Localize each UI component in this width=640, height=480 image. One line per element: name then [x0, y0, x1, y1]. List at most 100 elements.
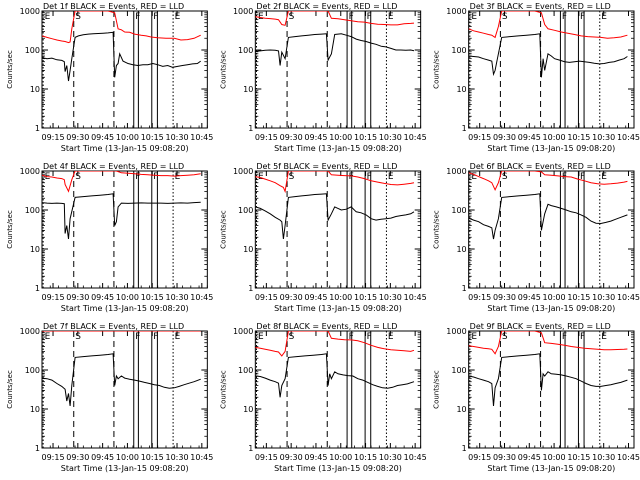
y-tick-label: 100 [25, 206, 40, 215]
x-tick-label: 10:00 [116, 453, 139, 462]
series-group [468, 171, 628, 240]
lld-series-line [255, 11, 415, 26]
y-axis-title: Counts/sec [6, 210, 14, 249]
lld-series-line [42, 171, 201, 193]
x-tick-label: 10:30 [379, 133, 402, 142]
marker-label: E [388, 172, 394, 182]
x-tick-label: 09:30 [280, 293, 303, 302]
marker-label: F [349, 172, 354, 182]
marker-label: E [258, 172, 264, 182]
panel-title: Det 8f BLACK = Events, RED = LLD [256, 322, 397, 331]
x-tick-label: 10:45 [617, 453, 640, 462]
lld-series-line [468, 171, 628, 191]
x-axis-title: Start Time (13-Jan-15 09:08:20) [274, 144, 402, 153]
x-tick-label: 10:15 [567, 133, 590, 142]
x-tick-label: 10:15 [567, 453, 590, 462]
marker-label: E [601, 12, 607, 22]
x-tick-label: 09:45 [518, 133, 541, 142]
y-tick-label: 1000 [233, 7, 253, 16]
events-series-line [255, 353, 415, 398]
x-tick-label: 10:30 [165, 133, 188, 142]
marker-label: F [562, 332, 567, 342]
series-group [255, 331, 415, 398]
y-tick-label: 100 [238, 206, 253, 215]
x-axis-title: Start Time (13-Jan-15 09:08:20) [487, 464, 615, 473]
x-tick-label: 10:30 [165, 293, 188, 302]
marker-label: F [135, 332, 140, 342]
marker-label: F [580, 332, 585, 342]
plot-frame [468, 170, 635, 289]
y-tick-label: 100 [451, 46, 466, 55]
x-tick-label: 10:00 [543, 293, 566, 302]
x-axis-title: Start Time (13-Jan-15 09:08:20) [487, 304, 615, 313]
x-tick-label: 09:45 [518, 453, 541, 462]
x-axis-title: Start Time (13-Jan-15 09:08:20) [274, 464, 402, 473]
marker-label: E [471, 332, 477, 342]
marker-label: S [75, 12, 81, 22]
x-axis-title: Start Time (13-Jan-15 09:08:20) [61, 144, 189, 153]
marker-label: F [153, 12, 158, 22]
x-tick-label: 09:30 [493, 453, 516, 462]
y-tick-label: 1000 [20, 327, 40, 336]
series-group [42, 11, 201, 82]
x-tick-label: 09:15 [468, 293, 491, 302]
lld-series-line [255, 331, 415, 357]
y-tick-label: 100 [451, 206, 466, 215]
x-axis-title: Start Time (13-Jan-15 09:08:20) [61, 304, 189, 313]
x-tick-label: 09:45 [91, 133, 114, 142]
marker-label: F [153, 332, 158, 342]
x-tick-label: 09:30 [280, 133, 303, 142]
panel-title: Det 2f BLACK = Events, RED = LLD [256, 2, 397, 11]
x-tick-label: 09:15 [255, 293, 278, 302]
series-group [255, 171, 415, 240]
plot-frame [254, 330, 422, 449]
x-tick-label: 10:15 [141, 293, 164, 302]
y-tick-label: 10 [456, 245, 466, 254]
y-tick-label: 10 [30, 85, 40, 94]
y-axis-title: Counts/sec [219, 50, 227, 89]
marker-label: E [471, 12, 477, 22]
panel-3: Det 3f BLACK = Events, RED = LLD 1 10 100 10… [433, 2, 640, 153]
marker-label: E [258, 332, 264, 342]
marker-label: E [601, 332, 607, 342]
events-series-line [42, 31, 201, 82]
plot-frame [41, 330, 208, 449]
marker-label: E [471, 172, 477, 182]
x-tick-label: 09:15 [255, 133, 278, 142]
x-tick-label: 10:45 [404, 453, 427, 462]
y-tick-label: 1 [248, 124, 253, 133]
y-tick-label: 100 [238, 366, 253, 375]
marker-label: S [502, 172, 508, 182]
x-tick-label: 09:15 [41, 133, 64, 142]
x-tick-label: 09:30 [66, 293, 89, 302]
lld-series-line [42, 11, 201, 44]
x-tick-label: 10:45 [190, 133, 213, 142]
x-tick-label: 10:30 [379, 453, 402, 462]
events-series-line [468, 353, 628, 406]
y-tick-label: 10 [456, 85, 466, 94]
series-group [468, 331, 628, 406]
x-axis-title: Start Time (13-Jan-15 09:08:20) [487, 144, 615, 153]
marker-label: S [75, 172, 81, 182]
y-tick-label: 100 [451, 366, 466, 375]
x-tick-label: 10:30 [379, 293, 402, 302]
marker-label: F [562, 12, 567, 22]
y-tick-label: 10 [243, 85, 253, 94]
x-tick-label: 10:00 [116, 293, 139, 302]
x-tick-label: 09:30 [280, 453, 303, 462]
x-tick-label: 10:45 [190, 293, 213, 302]
marker-label: F [367, 12, 372, 22]
marker-label: E [175, 172, 181, 182]
x-tick-label: 09:30 [493, 293, 516, 302]
x-tick-label: 09:15 [41, 293, 64, 302]
marker-label: E [388, 12, 394, 22]
events-series-line [468, 193, 628, 240]
y-tick-label: 1 [462, 284, 467, 293]
x-tick-label: 09:15 [255, 453, 278, 462]
x-axis-title: Start Time (13-Jan-15 09:08:20) [61, 464, 189, 473]
marker-label: S [289, 172, 295, 182]
x-tick-label: 09:45 [304, 453, 327, 462]
panel-title: Det 3f BLACK = Events, RED = LLD [470, 2, 611, 11]
x-tick-label: 10:15 [567, 293, 590, 302]
